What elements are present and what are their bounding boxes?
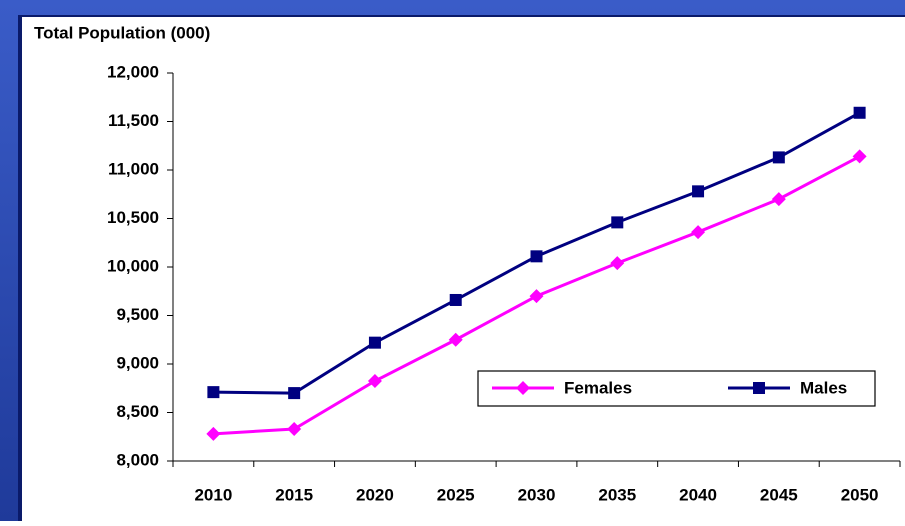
marker <box>368 336 381 349</box>
marker <box>530 250 543 263</box>
x-tick-label: 2035 <box>598 485 636 504</box>
marker <box>691 225 706 240</box>
y-tick-label: 11,000 <box>108 159 159 178</box>
x-tick-label: 2040 <box>679 485 717 504</box>
legend-label: Males <box>800 378 847 397</box>
marker <box>853 106 866 119</box>
y-tick-label: 10,500 <box>107 208 159 227</box>
marker <box>207 386 220 399</box>
x-tick-label: 2050 <box>841 485 879 504</box>
y-tick-label: 10,000 <box>107 256 159 275</box>
x-tick-label: 2010 <box>194 485 232 504</box>
marker <box>206 426 221 441</box>
marker <box>288 387 301 400</box>
y-tick-label: 9,000 <box>116 353 159 372</box>
marker <box>772 151 785 164</box>
x-tick-label: 2015 <box>275 485 313 504</box>
marker <box>516 381 530 395</box>
y-tick-label: 8,500 <box>116 402 159 421</box>
marker <box>852 149 867 164</box>
marker <box>610 256 625 271</box>
marker <box>367 373 382 388</box>
legend-label: Females <box>564 378 632 397</box>
marker <box>449 293 462 306</box>
marker <box>753 382 765 394</box>
x-tick-label: 2020 <box>356 485 394 504</box>
legend: Females Males <box>477 370 876 407</box>
marker <box>771 192 786 207</box>
y-tick-label: 8,000 <box>116 450 159 469</box>
marker <box>448 332 463 347</box>
marker <box>287 421 302 436</box>
x-tick-label: 2025 <box>437 485 475 504</box>
marker <box>692 185 705 198</box>
y-tick-label: 9,500 <box>116 305 159 324</box>
x-tick-label: 2030 <box>518 485 556 504</box>
marker <box>611 216 624 229</box>
y-axis-title: Total Population (000) <box>34 23 210 42</box>
chart-panel <box>22 17 905 521</box>
y-tick-label: 12,000 <box>107 62 159 81</box>
x-tick-label: 2045 <box>760 485 798 504</box>
marker <box>529 289 544 304</box>
y-tick-label: 11,500 <box>108 111 159 130</box>
